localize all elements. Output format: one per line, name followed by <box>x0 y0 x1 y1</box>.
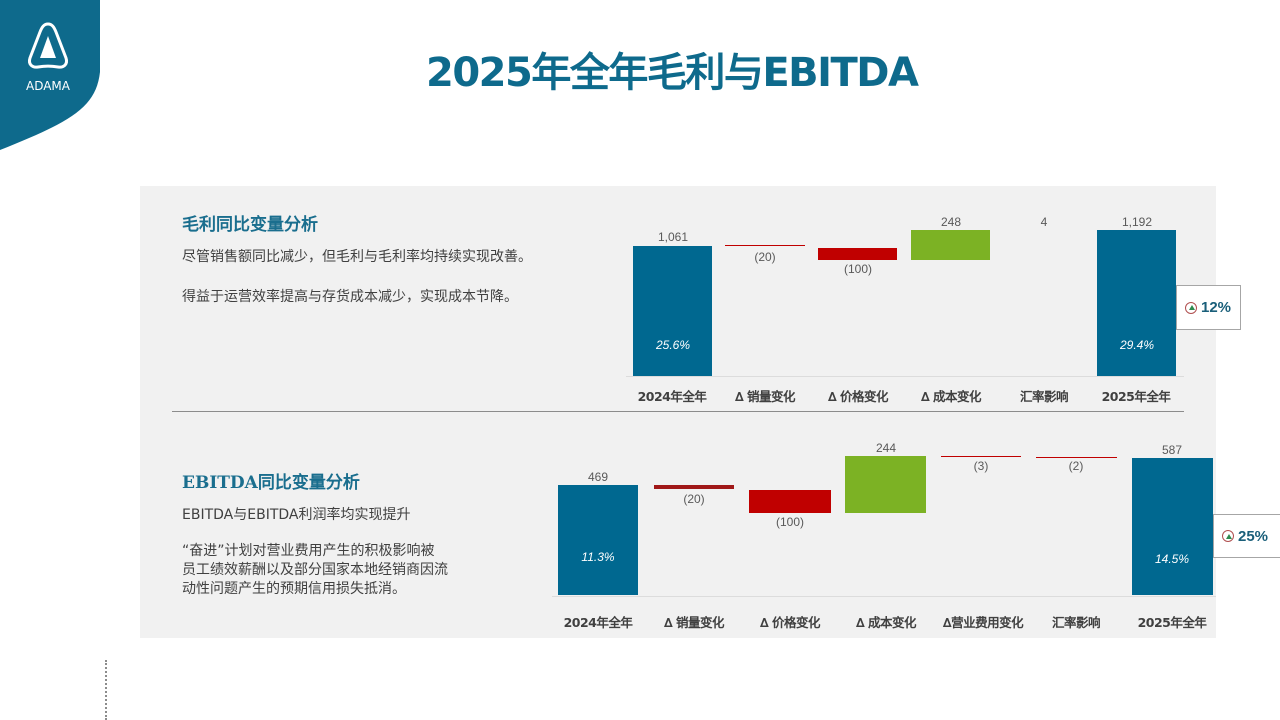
x-axis-line <box>626 376 1184 377</box>
value-label: 4 <box>1040 215 1048 229</box>
category-label: 2024年全年 <box>563 615 633 630</box>
value-label: (3) <box>973 459 989 473</box>
value-label: 1,061 <box>657 230 689 244</box>
gross-profit-growth-badge: 12% <box>1176 285 1241 330</box>
category-label: 汇率影响 <box>1051 615 1101 630</box>
bar-price-change <box>749 490 831 513</box>
bar-opex-change <box>941 456 1021 457</box>
value-label: (100) <box>843 262 872 276</box>
category-label: 汇率影响 <box>1019 389 1069 404</box>
up-triangle-icon <box>1222 530 1234 542</box>
category-label: ∆ 销量变化 <box>663 615 725 630</box>
value-label: 244 <box>875 441 897 455</box>
bar-volume-change <box>725 245 805 246</box>
gross-profit-paragraph: 得益于运营效率提高与存货成本减少，实现成本节降。 <box>182 289 518 305</box>
margin-label: 29.4% <box>1119 338 1155 352</box>
bar-volume-change <box>654 485 734 489</box>
category-label: ∆营业费用变化 <box>942 615 1024 630</box>
margin-label: 14.5% <box>1154 552 1190 566</box>
up-triangle-icon <box>1185 301 1197 314</box>
value-label: 469 <box>587 470 609 484</box>
dotted-divider <box>105 660 107 720</box>
category-label: 2025年全年 <box>1101 389 1171 404</box>
bar-2025-total <box>1097 230 1176 376</box>
section-divider <box>172 411 1184 412</box>
value-label: 587 <box>1161 443 1183 457</box>
bar-2025-total <box>1132 458 1213 595</box>
value-label: 1,192 <box>1121 215 1153 229</box>
category-label: 2025年全年 <box>1137 615 1207 630</box>
ebitda-paragraph: 动性问题产生的预期信用损失抵消。 <box>182 581 406 597</box>
page-title: 2025年全年毛利与EBITDA <box>426 50 919 96</box>
ebitda-paragraph: “奋进”计划对营业费用产生的积极影响被 <box>182 543 435 559</box>
category-label: ∆ 价格变化 <box>827 389 889 404</box>
category-label: ∆ 成本变化 <box>855 615 917 630</box>
category-label: 2024年全年 <box>637 389 707 404</box>
margin-label: 25.6% <box>655 338 691 352</box>
value-label: 248 <box>940 215 962 229</box>
bar-2024-total <box>633 246 712 376</box>
ebitda-section-title: EBITDA同比变量分析 <box>182 473 360 493</box>
category-label: ∆ 价格变化 <box>759 615 821 630</box>
ebitda-growth-badge: 25% <box>1213 514 1280 558</box>
bar-2024-total <box>558 485 638 595</box>
category-label: ∆ 成本变化 <box>920 389 982 404</box>
x-axis-line <box>552 596 1216 597</box>
bar-price-change <box>818 248 897 260</box>
value-label: (100) <box>775 515 804 529</box>
bar-cost-change <box>911 230 990 260</box>
adama-logo: ADAMA <box>0 0 100 150</box>
bar-fx-impact <box>1036 457 1117 458</box>
gross-profit-section-title: 毛利同比变量分析 <box>182 215 318 235</box>
category-label: ∆ 销量变化 <box>734 389 796 404</box>
gross-profit-paragraph: 尽管销售额同比减少，但毛利与毛利率均持续实现改善。 <box>182 249 532 265</box>
margin-label: 11.3% <box>581 550 615 564</box>
ebitda-paragraph: 员工绩效薪酬以及部分国家本地经销商因流 <box>182 562 448 578</box>
bar-cost-change <box>845 456 926 513</box>
value-label: (20) <box>683 492 705 506</box>
value-label: (20) <box>754 250 776 264</box>
value-label: (2) <box>1068 459 1084 473</box>
svg-text:ADAMA: ADAMA <box>26 79 71 93</box>
ebitda-paragraph: EBITDA与EBITDA利润率均实现提升 <box>182 507 411 523</box>
